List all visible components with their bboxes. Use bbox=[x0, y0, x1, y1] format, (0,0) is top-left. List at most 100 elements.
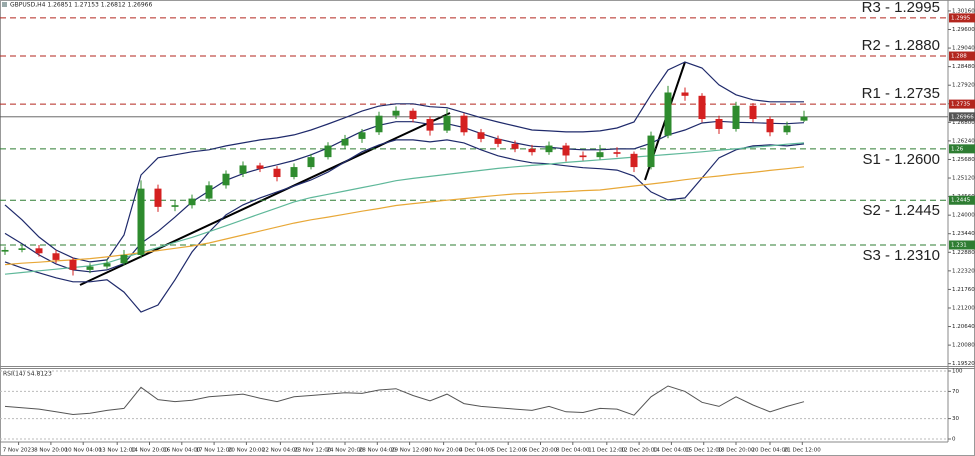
candle-body bbox=[579, 155, 587, 158]
y-tick-label: 1.25120 bbox=[952, 176, 975, 182]
last-price-box bbox=[949, 112, 975, 122]
x-tick-label: 12 Dec 20:00 bbox=[621, 448, 658, 454]
x-tick-label: 23 Nov 12:00 bbox=[294, 448, 332, 454]
x-tick-label: 24 Nov 20:00 bbox=[326, 448, 364, 454]
candle-body bbox=[698, 95, 706, 120]
candle-body bbox=[443, 115, 451, 131]
candle-body bbox=[545, 145, 553, 153]
candle-body bbox=[137, 188, 145, 255]
candle-body bbox=[766, 119, 774, 133]
candle-body bbox=[52, 253, 60, 260]
x-tick-label: 13 Nov 12:00 bbox=[99, 448, 137, 454]
candle-body bbox=[749, 105, 757, 120]
level-label: S3 - 1.2310 bbox=[862, 247, 940, 264]
candle-body bbox=[375, 115, 383, 133]
candle-body bbox=[477, 132, 485, 139]
x-tick-label: 16 Nov 04:00 bbox=[163, 448, 201, 454]
level-price-label: 1.231 bbox=[951, 242, 967, 248]
level-label: R2 - 1.2880 bbox=[862, 37, 940, 54]
x-tick-label: 14 Dec 04:00 bbox=[653, 448, 690, 454]
candle-body bbox=[426, 119, 434, 131]
y-tick-label: 30 bbox=[952, 416, 959, 422]
y-tick-label: 1.29040 bbox=[952, 46, 975, 52]
candle-body bbox=[307, 157, 315, 168]
x-tick-label: 17 Nov 12:00 bbox=[196, 448, 234, 454]
candle-body bbox=[409, 110, 417, 120]
x-tick-label: 28 Nov 04:00 bbox=[359, 448, 397, 454]
x-tick-label: 6 Dec 20:00 bbox=[524, 448, 558, 454]
x-tick-label: 11 Dec 12:00 bbox=[588, 448, 625, 454]
x-tick-label: 15 Dec 12:00 bbox=[685, 448, 722, 454]
x-tick-label: 21 Dec 12:00 bbox=[784, 448, 821, 454]
level-label: S2 - 1.2445 bbox=[862, 202, 940, 219]
y-tick-label: 1.30160 bbox=[952, 8, 975, 14]
level-price-box bbox=[949, 99, 975, 109]
candle-body bbox=[528, 148, 536, 153]
candle-body bbox=[205, 185, 213, 199]
x-tick-label: 8 Nov 20:00 bbox=[34, 448, 68, 454]
candle-body bbox=[256, 165, 264, 169]
y-tick-label: 1.19520 bbox=[952, 361, 975, 367]
candle-body bbox=[222, 173, 230, 186]
indicator-line bbox=[4, 61, 804, 263]
candle-body bbox=[154, 188, 162, 207]
y-tick-label: 1.26240 bbox=[952, 138, 975, 144]
last-price-label: 1.26966 bbox=[951, 114, 974, 120]
y-tick-label: 1.25680 bbox=[952, 157, 975, 163]
y-tick-label: 1.21200 bbox=[952, 305, 975, 311]
candle-body bbox=[562, 145, 570, 156]
y-tick-label: 1.22880 bbox=[952, 250, 975, 256]
level-price-label: 1.2445 bbox=[951, 198, 971, 204]
candle-body bbox=[800, 116, 808, 121]
x-tick-label: 8 Dec 04:00 bbox=[556, 448, 590, 454]
y-tick-label: 0 bbox=[952, 437, 956, 443]
y-tick-label: 1.26800 bbox=[952, 120, 975, 126]
level-price-box bbox=[949, 144, 975, 154]
candle-body bbox=[511, 143, 519, 149]
candle-body bbox=[103, 263, 111, 267]
level-price-box bbox=[949, 240, 975, 250]
candle-body bbox=[460, 115, 468, 133]
y-tick-label: 1.23440 bbox=[952, 231, 975, 237]
candle-body bbox=[171, 205, 179, 207]
candle-body bbox=[664, 92, 672, 136]
x-tick-label: 30 Nov 20:00 bbox=[425, 448, 463, 454]
candle-body bbox=[18, 248, 26, 250]
candle-body bbox=[290, 167, 298, 178]
level-label: R3 - 1.2995 bbox=[862, 0, 940, 16]
candle-body bbox=[392, 110, 400, 116]
y-tick-label: 1.20080 bbox=[952, 343, 975, 349]
y-tick-label: 1.24000 bbox=[952, 213, 975, 219]
level-label: R1 - 1.2735 bbox=[862, 85, 940, 102]
candle-body bbox=[1, 249, 9, 252]
indicator-line bbox=[4, 139, 805, 313]
candle-body bbox=[86, 266, 94, 270]
indicator-title: RSI(14) 54.8123 bbox=[3, 371, 52, 378]
candle-body bbox=[239, 165, 247, 174]
level-price-box bbox=[949, 195, 975, 205]
y-tick-label: 1.21760 bbox=[952, 287, 975, 293]
candle-body bbox=[358, 132, 366, 139]
x-tick-label: 22 Nov 04:00 bbox=[262, 448, 300, 454]
level-price-box bbox=[949, 13, 975, 23]
candle-body bbox=[783, 125, 791, 133]
level-price-label: 1.2995 bbox=[951, 15, 971, 21]
y-tick-label: 1.27920 bbox=[952, 83, 975, 89]
y-tick-label: 1.22320 bbox=[952, 268, 975, 274]
x-tick-label: 29 Nov 12:00 bbox=[391, 448, 429, 454]
x-tick-label: 5 Dec 12:00 bbox=[491, 448, 525, 454]
candle-body bbox=[647, 135, 655, 168]
x-tick-label: 10 Nov 04:00 bbox=[65, 448, 103, 454]
rsi-line bbox=[4, 385, 805, 416]
candle-body bbox=[69, 259, 77, 270]
candle-body bbox=[732, 105, 740, 129]
x-tick-label: 20 Dec 04:00 bbox=[752, 448, 789, 454]
y-tick-label: 1.29600 bbox=[952, 27, 975, 33]
x-tick-label: 4 Dec 04:00 bbox=[459, 448, 493, 454]
symbol-icon bbox=[2, 2, 7, 7]
candle-body bbox=[630, 153, 638, 168]
level-price-box bbox=[949, 51, 975, 61]
